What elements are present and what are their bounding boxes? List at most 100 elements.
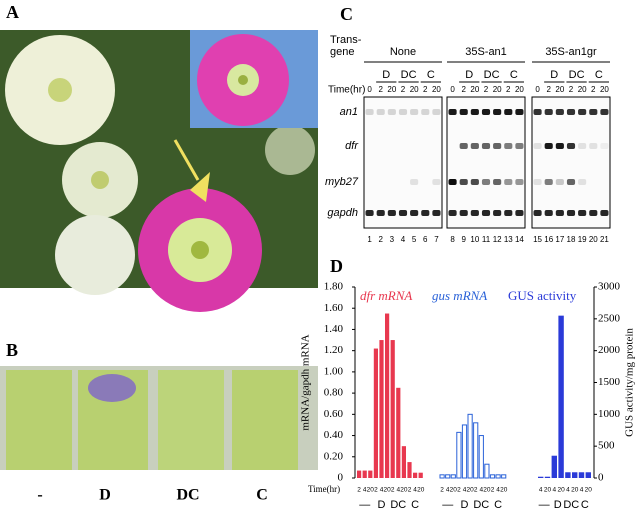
bar — [413, 472, 418, 478]
lane-number: 6 — [423, 235, 428, 244]
group-label: DC — [473, 499, 489, 511]
band — [515, 179, 524, 185]
group-label: — — [442, 499, 453, 511]
band — [376, 109, 385, 115]
photo-b — [0, 366, 318, 470]
x-tick-label: 2 — [391, 487, 395, 494]
y-tick-label: 1.60 — [324, 302, 344, 314]
y-tick-label: 0.80 — [324, 387, 344, 399]
y-tick-label: 1.80 — [324, 281, 344, 293]
band — [566, 210, 576, 216]
panel-letter: B — [6, 340, 18, 360]
time-tick: 20 — [432, 85, 441, 94]
band — [481, 179, 491, 185]
time-tick: 20 — [600, 85, 609, 94]
lane-number: 17 — [555, 235, 564, 244]
band — [504, 143, 513, 149]
legend-label: GUS activity — [508, 288, 577, 303]
band — [544, 179, 553, 185]
band — [578, 109, 587, 115]
band — [555, 179, 564, 185]
time-tick: 2 — [546, 85, 551, 94]
treatment-label: D — [465, 69, 473, 81]
x-tick-label: 4 — [566, 487, 570, 494]
bar — [489, 474, 496, 479]
group-label: D — [378, 499, 386, 511]
bar — [551, 455, 557, 478]
x-tick-label: 20 — [483, 487, 491, 494]
lane-number: 14 — [515, 235, 524, 244]
bar — [585, 472, 591, 478]
band — [544, 143, 553, 149]
x-tick-label: 2 — [457, 487, 461, 494]
band — [493, 210, 502, 216]
bar — [385, 313, 390, 478]
time-tick: 2 — [378, 85, 383, 94]
x-tick-label: 20 — [383, 487, 391, 494]
bar — [373, 348, 378, 478]
bar — [544, 476, 551, 478]
treatment-label: C — [427, 69, 435, 81]
band — [448, 210, 457, 216]
lane-number: 7 — [434, 235, 439, 244]
group-label: D — [461, 499, 469, 511]
band — [578, 210, 587, 216]
lane-number: 15 — [533, 235, 542, 244]
lane-number: 20 — [589, 235, 598, 244]
group-label: C — [494, 499, 502, 511]
bar — [379, 340, 384, 478]
x-tick-label: 2 — [374, 487, 378, 494]
band — [470, 179, 479, 185]
band — [578, 179, 587, 185]
band — [421, 109, 430, 115]
lane-number: 10 — [470, 235, 479, 244]
lane-number: 4 — [401, 235, 406, 244]
band — [387, 210, 396, 216]
time-tick: 0 — [450, 85, 455, 94]
bar — [495, 474, 501, 479]
treatment-label: DC — [401, 69, 417, 81]
condition-label: DC — [176, 487, 199, 504]
band — [459, 179, 468, 185]
band — [544, 109, 553, 115]
time-tick: 2 — [591, 85, 596, 94]
band — [515, 210, 524, 216]
panel-letter: A — [6, 2, 19, 22]
panel-letter: D — [330, 256, 343, 276]
treatment-label: C — [595, 69, 603, 81]
lane-number: 1 — [367, 235, 372, 244]
band — [493, 143, 502, 149]
group-label: DC — [563, 499, 579, 511]
band — [493, 109, 502, 115]
y-tick-label: 0.60 — [324, 408, 344, 420]
band — [578, 143, 587, 149]
y-tick-label: 0.20 — [324, 450, 344, 462]
y2-tick-label: 3000 — [598, 281, 621, 293]
time-tick: 20 — [410, 85, 419, 94]
band — [481, 109, 491, 115]
bar — [439, 474, 445, 479]
x-tick-label: 2 — [474, 487, 478, 494]
time-tick: 2 — [506, 85, 511, 94]
time-tick: 0 — [535, 85, 540, 94]
band — [470, 210, 479, 216]
time-tick: 20 — [387, 85, 396, 94]
band — [589, 143, 598, 149]
x-tick-label: 2 — [491, 487, 495, 494]
x-tick-label: 20 — [544, 487, 552, 494]
group-label: DC — [390, 499, 406, 511]
time-tick: 2 — [484, 85, 489, 94]
photo-a — [0, 30, 318, 312]
bar — [362, 470, 367, 478]
gene-label: dfr — [345, 140, 359, 152]
band — [421, 210, 430, 216]
x-tick-label: 20 — [557, 487, 565, 494]
x-tick-label: 20 — [367, 487, 375, 494]
band — [387, 109, 396, 115]
time-tick: 20 — [470, 85, 479, 94]
x-tick-label: 2 — [408, 487, 412, 494]
band — [555, 109, 564, 115]
x-tick-label: 20 — [571, 487, 579, 494]
lane-number: 21 — [600, 235, 609, 244]
